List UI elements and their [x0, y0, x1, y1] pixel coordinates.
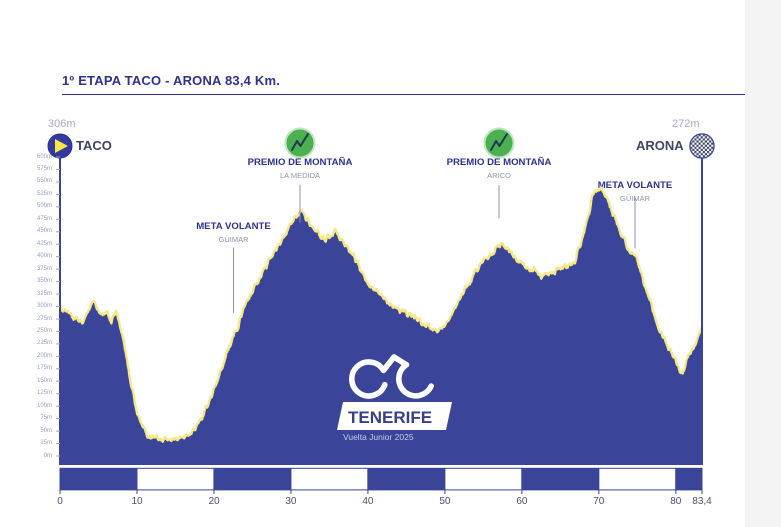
- svg-text:Vuelta Junior 2025: Vuelta Junior 2025: [343, 432, 414, 442]
- svg-text:TENERIFE: TENERIFE: [348, 408, 432, 427]
